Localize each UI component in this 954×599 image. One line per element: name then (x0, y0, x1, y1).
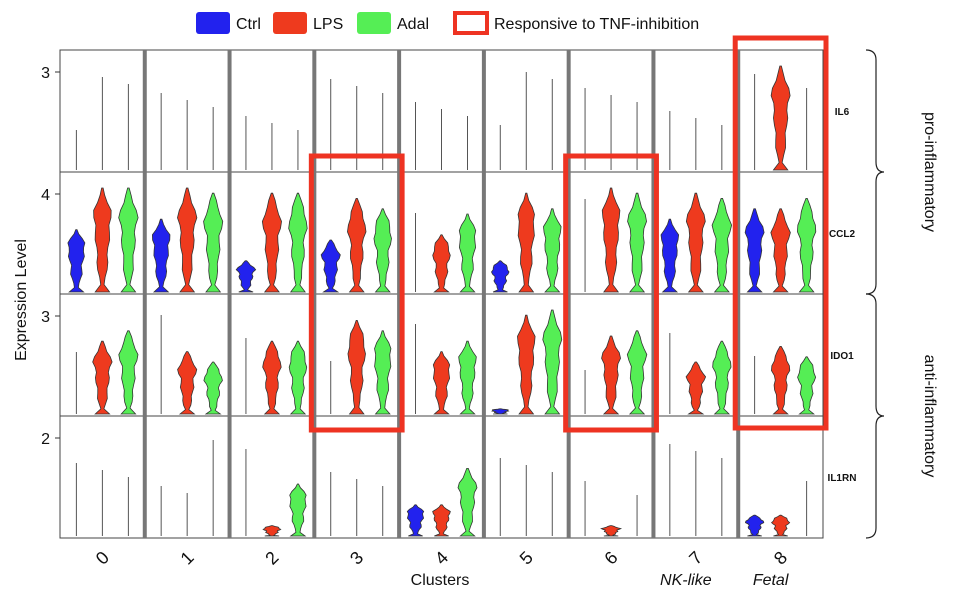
violin-ido1-c7-adal (712, 340, 732, 415)
violin-ccl2-c5-ctrl (491, 260, 510, 293)
x-tick-label: 0 (92, 547, 113, 568)
y-axis-title: Expression Level (13, 239, 30, 361)
legend-swatch-lps (273, 12, 307, 34)
x-tick-label: 7 (685, 547, 706, 568)
violin-ccl2-c1-lps (177, 187, 198, 293)
violin-ccl2-c1-adal (203, 192, 224, 293)
violin-ido1-c1-lps (177, 351, 198, 415)
x-tick-label: 3 (346, 547, 367, 568)
violin-il1rn-c4-adal (457, 468, 478, 537)
legend-label: LPS (313, 16, 343, 33)
violin-ccl2-c8-adal (797, 198, 817, 293)
violin-ido1-c5-ctrl (491, 408, 510, 415)
cluster-annotation: NK-like (660, 572, 712, 589)
gene-label-il6: IL6 (835, 107, 850, 118)
legend-swatch-box (453, 11, 489, 35)
violin-ido1-c4-lps (432, 351, 451, 415)
legend-label: Ctrl (236, 16, 261, 33)
x-tick-label: 6 (600, 547, 621, 568)
violin-ccl2-c0-ctrl (67, 229, 86, 293)
violin-ccl2-c2-ctrl (235, 260, 257, 293)
violin-il1rn-c2-lps (262, 525, 282, 537)
legend-box-label: Responsive to TNF-inhibition (494, 16, 699, 33)
gene-label-il1rn: IL1RN (828, 473, 857, 484)
gene-label-ido1: IDO1 (830, 351, 854, 362)
gene-label-ccl2: CCL2 (829, 229, 856, 240)
legend-swatch-ctrl (196, 12, 230, 34)
violin-ido1-c2-lps (262, 340, 282, 415)
gene-group-label: anti-inflammatory (921, 355, 938, 478)
violin-il1rn-c6-lps (600, 525, 623, 537)
violin-ido1-c8-adal (797, 356, 817, 415)
violin-ccl2-c8-ctrl (744, 208, 765, 293)
gene-group-label: pro-inflammatory (921, 112, 938, 232)
violin-ccl2-c8-lps (770, 208, 791, 293)
violin-ccl2-c7-lps (685, 192, 706, 293)
y-tick-label: 4 (41, 187, 50, 204)
violin-ccl2-c7-ctrl (660, 218, 680, 293)
violin-ccl2-c3-ctrl (320, 239, 341, 293)
y-tick-label: 3 (41, 309, 50, 326)
violin-ido1-c3-lps (347, 320, 366, 415)
violin-ccl2-c0-lps (93, 187, 112, 293)
violin-ido1-c0-lps (92, 340, 113, 415)
x-tick-label: 2 (261, 547, 282, 568)
violin-ido1-c0-adal (118, 330, 139, 415)
violin-il6-c8-lps (770, 65, 791, 171)
violin-ccl2-c0-adal (118, 187, 139, 293)
highlight-box-cluster-6 (563, 153, 659, 433)
violin-ccl2-c6-adal (627, 192, 647, 293)
violin-il1rn-c8-ctrl (744, 514, 765, 537)
violin-ccl2-c6-lps (601, 187, 621, 293)
legend-label: Adal (397, 16, 429, 33)
x-tick-label: 4 (431, 547, 452, 568)
violin-ccl2-c7-adal (711, 198, 733, 293)
violin-il1rn-c8-lps (770, 514, 791, 537)
violin-ccl2-c4-adal (458, 213, 477, 293)
violin-ccl2-c1-ctrl (151, 218, 171, 293)
y-tick-label: 2 (41, 431, 50, 448)
violin-ccl2-c3-lps (347, 198, 367, 293)
violin-ido1-c2-adal (288, 340, 308, 415)
violin-ido1-c5-lps (517, 314, 536, 415)
x-tick-label: 5 (516, 547, 537, 568)
violin-ccl2-c5-adal (543, 208, 562, 293)
violin-il1rn-c2-adal (289, 483, 307, 537)
panel-row-il1rn (59, 415, 824, 539)
x-tick-label: 1 (177, 547, 198, 568)
legend-swatch-adal (357, 12, 391, 34)
group-brace-0 (865, 49, 885, 295)
violin-ido1-c8-lps (771, 346, 791, 415)
highlight-box-cluster-3 (308, 153, 405, 433)
x-axis-title: Clusters (411, 572, 470, 589)
cluster-annotation: Fetal (753, 572, 789, 589)
violin-ido1-c7-lps (685, 361, 707, 415)
violin-ido1-c3-adal (374, 330, 392, 415)
violin-ccl2-c3-adal (373, 208, 392, 293)
x-tick-label: 8 (770, 547, 791, 568)
violin-ccl2-c5-lps (517, 192, 535, 293)
violin-ido1-c1-adal (203, 361, 223, 415)
violin-ido1-c4-adal (458, 340, 477, 415)
violin-il1rn-c4-lps (432, 504, 451, 537)
y-tick-label: 3 (41, 65, 50, 82)
violin-il1rn-c4-ctrl (406, 504, 425, 537)
highlight-box-cluster-8 (732, 35, 829, 431)
violin-ido1-c6-adal (626, 330, 648, 415)
violin-ccl2-c2-lps (261, 192, 282, 293)
violin-ccl2-c4-lps (432, 234, 451, 293)
violin-ido1-c5-adal (542, 309, 563, 415)
group-brace-1 (865, 293, 885, 539)
violin-ido1-c6-lps (601, 335, 621, 415)
violin-ccl2-c2-adal (288, 192, 308, 293)
